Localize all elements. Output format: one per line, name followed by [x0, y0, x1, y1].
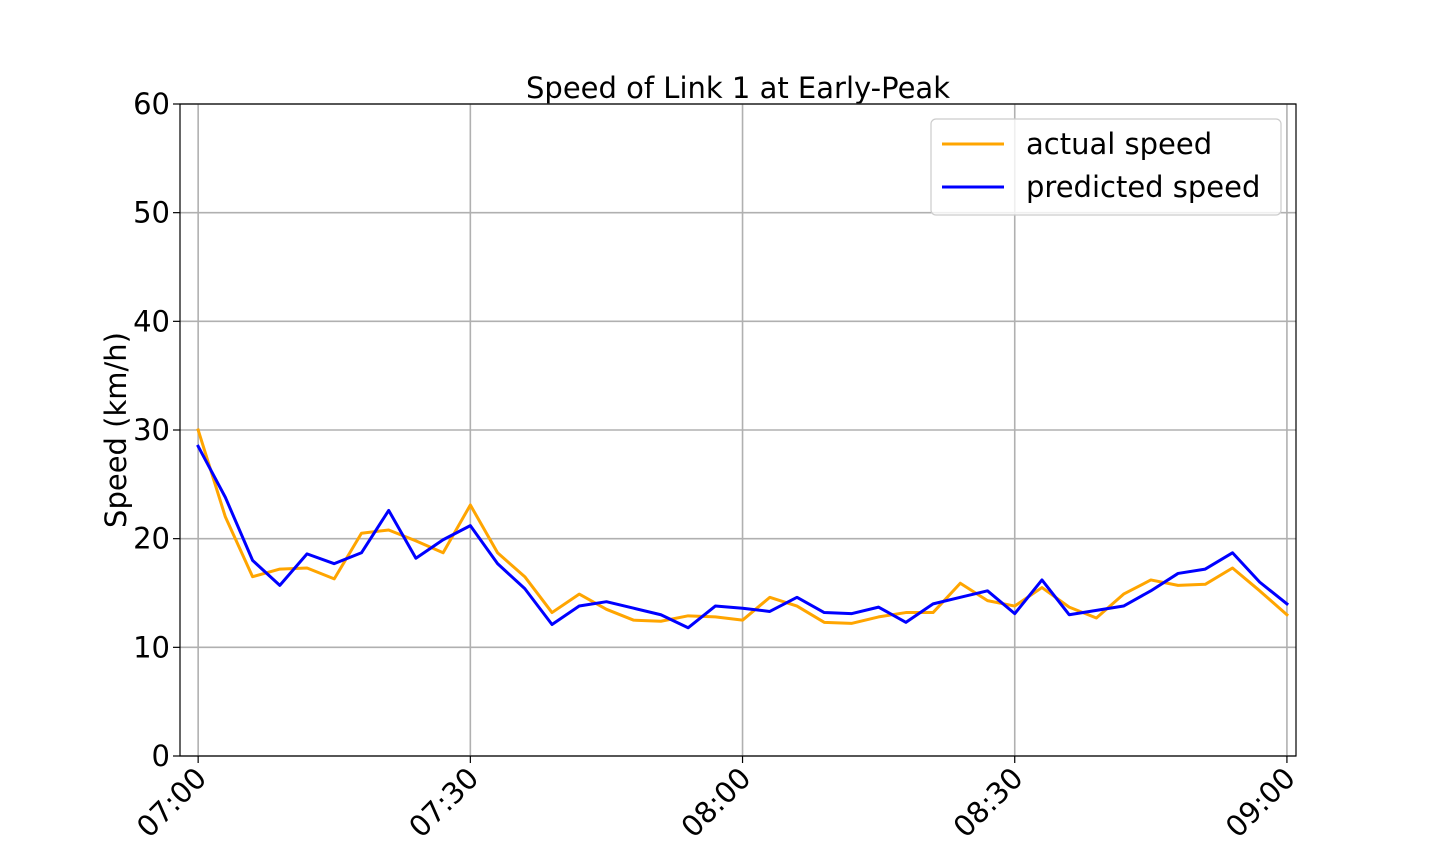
series-lines [196, 428, 1290, 630]
y-tick-label: 10 [133, 630, 170, 664]
legend-label-actual-speed: actual speed [1026, 127, 1212, 161]
legend-label-predicted-speed: predicted speed [1026, 170, 1260, 204]
grid-lines [180, 103, 1296, 757]
y-tick-label: 50 [133, 196, 170, 230]
y-tick-label: 30 [133, 413, 170, 447]
y-tick-label: 60 [133, 87, 170, 121]
y-tick-label: 0 [152, 739, 170, 773]
y-axis-label: Speed (km/h) [99, 332, 133, 528]
series-line-predicted-speed [196, 444, 1290, 630]
y-tick-label: 20 [133, 522, 170, 556]
legend-box [930, 118, 1282, 216]
chart-title: Speed of Link 1 at Early-Peak [526, 71, 950, 105]
legend: actual speed predicted speed [930, 118, 1282, 216]
y-axis-ticks: 0 10 20 30 40 50 60 [133, 87, 180, 773]
y-tick-label: 40 [133, 304, 170, 338]
